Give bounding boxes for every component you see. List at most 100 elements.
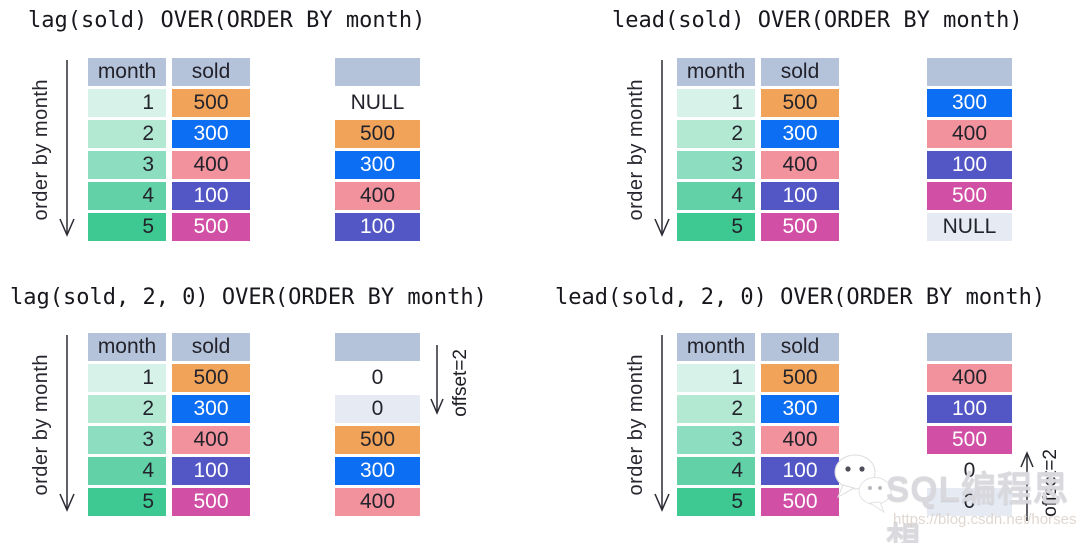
offset-annotation: offset=2 [1018,441,1062,525]
sold-cell: 100 [172,182,250,210]
month-column: month 1 2 3 4 5 [677,58,755,241]
sold-header: sold [172,58,250,86]
month-cell: 4 [88,457,166,485]
month-cell: 3 [677,426,755,454]
arrow-down-icon [654,335,670,512]
order-axis-label: order by month [625,79,647,221]
sold-cell: 500 [172,89,250,117]
sold-column: sold 500 300 400 100 500 [761,333,839,516]
sold-header: sold [172,333,250,361]
sold-cell: 300 [761,120,839,148]
result-header [927,333,1012,361]
sold-cell: 500 [761,89,839,117]
wechat-icon [832,450,894,514]
month-cell: 5 [677,213,755,241]
sold-header: sold [761,333,839,361]
offset-label: offset=2 [450,349,471,417]
month-cell: 5 [677,488,755,516]
panel-title: lag(sold, 2, 0) OVER(ORDER BY month) [10,285,487,310]
sold-cell: 400 [172,151,250,179]
month-cell: 4 [677,457,755,485]
month-cell: 2 [88,120,166,148]
arrow-down-icon [654,60,670,237]
result-cell: 400 [335,488,420,516]
month-header: month [88,58,166,86]
month-header: month [88,333,166,361]
result-cell: NULL [335,89,420,117]
month-cell: 1 [677,364,755,392]
result-cell: 300 [335,457,420,485]
month-cell: 4 [677,182,755,210]
sold-cell: 500 [172,364,250,392]
panel-lag-2: lag(sold, 2, 0) OVER(ORDER BY month) ord… [0,275,540,543]
arrow-down-icon [59,335,75,512]
sold-cell: 500 [172,213,250,241]
month-cell: 1 [88,364,166,392]
result-cell: 500 [335,426,420,454]
month-column: month 1 2 3 4 5 [88,58,166,241]
result-cell: 400 [335,182,420,210]
sold-cell: 500 [761,213,839,241]
result-cell: NULL [927,213,1012,241]
month-cell: 4 [88,182,166,210]
sold-cell: 300 [761,395,839,423]
month-column: month 1 2 3 4 5 [677,333,755,516]
result-column: NULL 500 300 400 100 [335,58,420,241]
month-column: month 1 2 3 4 5 [88,333,166,516]
order-axis: order by month [30,333,76,517]
sold-column: sold 500 300 400 100 500 [172,58,250,241]
sold-header: sold [761,58,839,86]
result-cell: 0 [335,364,420,392]
result-cell: 500 [927,426,1012,454]
sold-column: sold 500 300 400 100 500 [761,58,839,241]
month-cell: 3 [88,426,166,454]
sold-cell: 400 [172,426,250,454]
order-axis: order by month [625,58,671,242]
sold-cell: 300 [172,120,250,148]
result-cell: 0 [927,457,1012,485]
sold-cell: 100 [172,457,250,485]
result-cell: 300 [335,151,420,179]
month-cell: 2 [88,395,166,423]
result-column: 0 0 500 300 400 [335,333,420,516]
month-cell: 2 [677,395,755,423]
result-cell: 400 [927,120,1012,148]
sold-cell: 400 [761,426,839,454]
panel-lead-2: lead(sold, 2, 0) OVER(ORDER BY month) or… [540,275,1080,543]
result-header [335,58,420,86]
sold-cell: 100 [761,182,839,210]
order-axis: order by month [625,333,671,517]
result-column: 300 400 100 500 NULL [927,58,1012,241]
sold-cell: 500 [761,364,839,392]
result-header [335,333,420,361]
sold-cell: 500 [761,488,839,516]
watermark-brand: SQL编程思想 [886,470,1069,543]
panel-lag-1: lag(sold) OVER(ORDER BY month) order by … [0,0,540,268]
result-cell: 500 [335,120,420,148]
order-axis-label: order by month [30,79,52,221]
result-cell: 0 [335,395,420,423]
result-cell: 400 [927,364,1012,392]
watermark-url: https://blog.csdn.net/horses [893,511,1077,528]
result-cell: 0 [927,488,1012,516]
result-column: 400 100 500 0 0 [927,333,1012,516]
panel-title: lag(sold) OVER(ORDER BY month) [28,8,426,33]
month-cell: 5 [88,488,166,516]
sold-cell: 100 [761,457,839,485]
result-cell: 300 [927,89,1012,117]
result-header [927,58,1012,86]
result-cell: 500 [927,182,1012,210]
sold-column: sold 500 300 400 100 500 [172,333,250,516]
month-cell: 1 [677,89,755,117]
month-cell: 5 [88,213,166,241]
sold-cell: 400 [761,151,839,179]
month-cell: 3 [88,151,166,179]
panel-title: lead(sold) OVER(ORDER BY month) [612,8,1023,33]
offset-annotation: offset=2 [428,341,472,425]
result-cell: 100 [927,151,1012,179]
sold-cell: 500 [172,488,250,516]
result-cell: 100 [335,213,420,241]
order-axis: order by month [30,58,76,242]
panel-lead-1: lead(sold) OVER(ORDER BY month) order by… [540,0,1080,268]
